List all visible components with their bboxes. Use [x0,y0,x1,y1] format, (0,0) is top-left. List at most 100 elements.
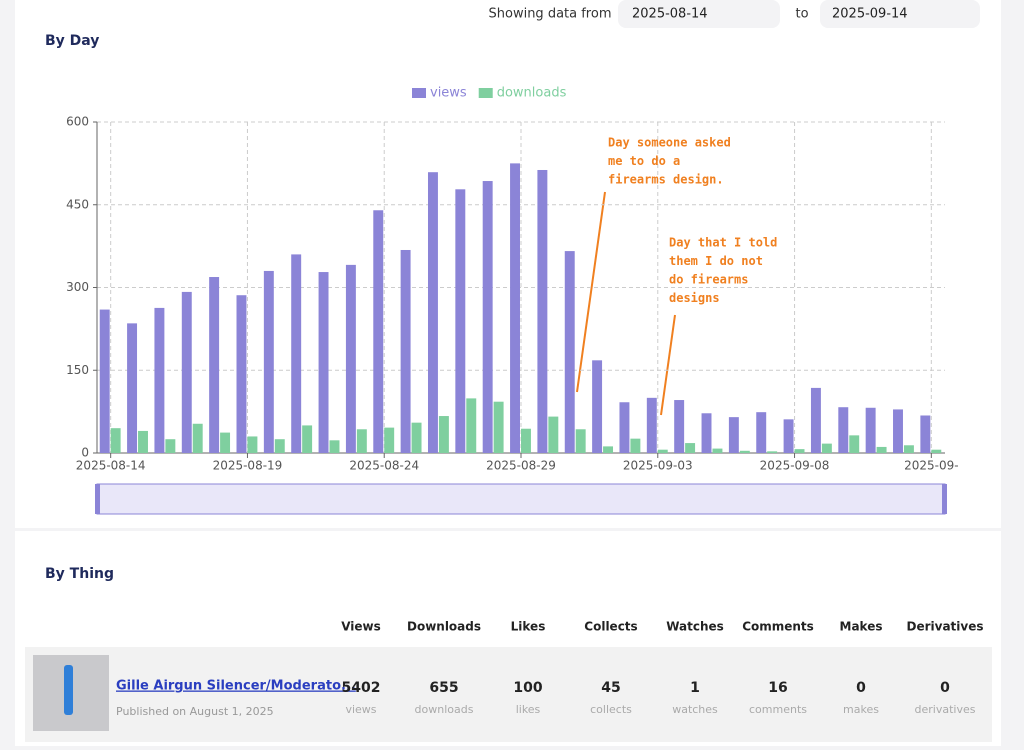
range-slider[interactable] [96,483,946,515]
bar [838,407,849,453]
stat-label: derivatives [915,703,976,716]
bar [384,427,395,453]
bar [127,323,138,453]
bar [619,402,630,453]
y-tick-label: 300 [66,280,89,294]
x-tick-label: 2025-08-14 [76,459,146,473]
bar [274,439,285,453]
bar [674,400,685,453]
column-header: Collects [584,620,637,634]
stat-value: 1 [690,680,700,696]
bar [575,429,586,453]
bar [849,435,860,453]
bar [564,251,575,453]
bar [810,387,821,453]
section-title: By Thing [45,566,114,582]
bar [181,291,192,453]
bar [154,307,165,453]
stat-label: comments [749,703,807,716]
stat-label: views [345,703,376,716]
bar [411,422,422,453]
to-label: to [795,7,808,22]
column-header: Derivatives [906,620,983,634]
annotation: me to do a [608,154,680,168]
from-input[interactable] [618,0,780,28]
column-header: Makes [840,620,883,634]
table-row-bg [25,647,992,742]
bar [466,398,477,453]
annotation: do firearms [669,273,748,287]
bar [302,425,313,453]
bar [427,172,438,453]
bar [756,412,767,453]
stat-value: 0 [940,680,950,696]
annotation: Day someone asked [608,136,731,150]
bar [903,445,914,453]
bar [220,432,231,453]
stat-label: downloads [415,703,474,716]
x-tick-label: 2025-08-19 [213,459,283,473]
annotation: firearms design. [608,173,724,187]
bar [865,407,876,453]
stat-label: watches [672,703,718,716]
section-title: By Day [45,33,99,49]
bar [537,169,548,453]
bar [263,270,274,453]
stat-label: collects [590,703,632,716]
y-tick-label: 150 [66,363,89,377]
bar [329,440,340,453]
published-date: Published on August 1, 2025 [116,705,274,718]
bar [455,189,466,453]
column-header: Likes [511,620,546,634]
bar [767,451,778,453]
legend-label: downloads [497,86,567,101]
to-value[interactable]: 2025-09-14 [832,7,908,22]
bar [728,417,739,453]
bar [165,439,176,453]
bar [482,181,493,454]
x-tick-label: 2025-08-29 [486,459,556,473]
stat-value: 5402 [342,680,381,696]
bar [247,436,258,453]
column-header: Watches [666,620,724,634]
bar [603,446,614,453]
bar [356,429,367,453]
bar [192,423,203,453]
bar [646,397,657,453]
stat-value: 45 [601,680,620,696]
annotation: Day that I told [669,236,777,250]
from-value[interactable]: 2025-08-14 [632,7,708,22]
column-header: Downloads [407,620,481,634]
bar [739,450,750,453]
legend-label: views [430,86,467,101]
bar [510,163,520,453]
to-input[interactable] [820,0,980,28]
slider-handle[interactable] [942,484,947,514]
bar [821,443,832,453]
x-tick-label: 2025-09- [904,459,958,473]
bar [657,449,668,453]
bar [318,272,329,453]
annotation-arrow [660,314,676,416]
bar [291,254,302,453]
thing-name[interactable]: Gille Airgun Silencer/Moderato... [116,679,356,694]
y-tick-label: 600 [66,115,89,129]
bar [794,449,805,453]
y-tick-label: 450 [66,197,89,211]
bar [236,295,247,453]
bar [920,415,931,453]
bar [712,448,723,453]
thumbnail-object [64,665,73,715]
stat-value: 0 [856,680,866,696]
stat-value: 100 [513,680,542,696]
bar [548,416,559,453]
bar [493,401,504,453]
bar [373,210,384,453]
bar [783,419,794,453]
slider-handle[interactable] [95,484,100,514]
stat-value: 16 [768,680,787,696]
bar [893,409,903,453]
stat-value: 655 [429,680,458,696]
x-tick-label: 2025-08-24 [349,459,419,473]
